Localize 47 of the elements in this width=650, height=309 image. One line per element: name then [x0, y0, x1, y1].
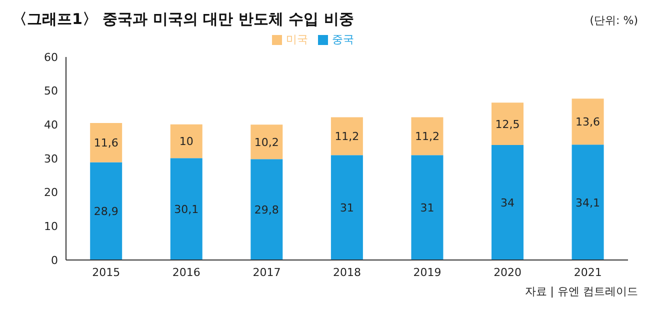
bar	[492, 144, 524, 260]
bar	[170, 124, 202, 158]
bar	[330, 155, 363, 260]
bar	[250, 124, 283, 160]
x-tick-label: 2016	[172, 266, 200, 279]
bar	[572, 98, 604, 145]
legend-label: 미국	[286, 33, 308, 46]
y-tick-label: 50	[44, 84, 58, 98]
data-label: 11,2	[414, 130, 440, 144]
bar	[411, 155, 444, 260]
x-tick-label: 2017	[252, 266, 281, 279]
data-label: 34	[500, 196, 515, 210]
bar	[492, 102, 524, 145]
x-tick-label: 2015	[92, 266, 120, 279]
y-tick-label: 20	[44, 186, 58, 200]
y-tick-label: 60	[44, 50, 58, 64]
data-label: 10	[179, 135, 194, 148]
y-tick-label: 40	[44, 118, 58, 132]
x-tick-label: 2019	[413, 266, 442, 279]
bar	[90, 122, 122, 162]
text: 자료 | 유엔 컴트레이드	[524, 284, 638, 299]
y-tick-label: 30	[44, 152, 58, 166]
data-label: 31	[420, 202, 434, 215]
y-tick-label: 10	[44, 220, 58, 234]
x-tick-label: 2021	[574, 266, 602, 279]
bar	[170, 158, 202, 260]
x-tick-label: 2018	[333, 266, 361, 279]
text: (단위: %)	[590, 13, 638, 28]
data-label: 31	[340, 202, 354, 215]
bar	[330, 117, 363, 156]
data-label: 13,6	[576, 116, 600, 129]
chart-title: 〈그래프1〉 중국과 미국의 대만 반도체 수입 비중	[12, 10, 354, 29]
data-label: 30,1	[174, 203, 199, 216]
data-label: 34,1	[576, 196, 600, 210]
data-label: 12,5	[495, 118, 520, 131]
bar	[411, 117, 444, 156]
x-tick-label: 2020	[494, 266, 522, 279]
data-label: 11,6	[94, 136, 118, 150]
bar	[250, 159, 283, 260]
bar	[90, 162, 122, 260]
data-label: 11,2	[334, 130, 360, 144]
y-tick-label: 0	[51, 254, 58, 267]
data-label: 10,2	[254, 136, 279, 149]
data-label: 29,8	[254, 204, 279, 217]
legend-label: 중국	[332, 33, 354, 46]
data-label: 28,9	[94, 205, 118, 218]
bar	[572, 144, 604, 260]
